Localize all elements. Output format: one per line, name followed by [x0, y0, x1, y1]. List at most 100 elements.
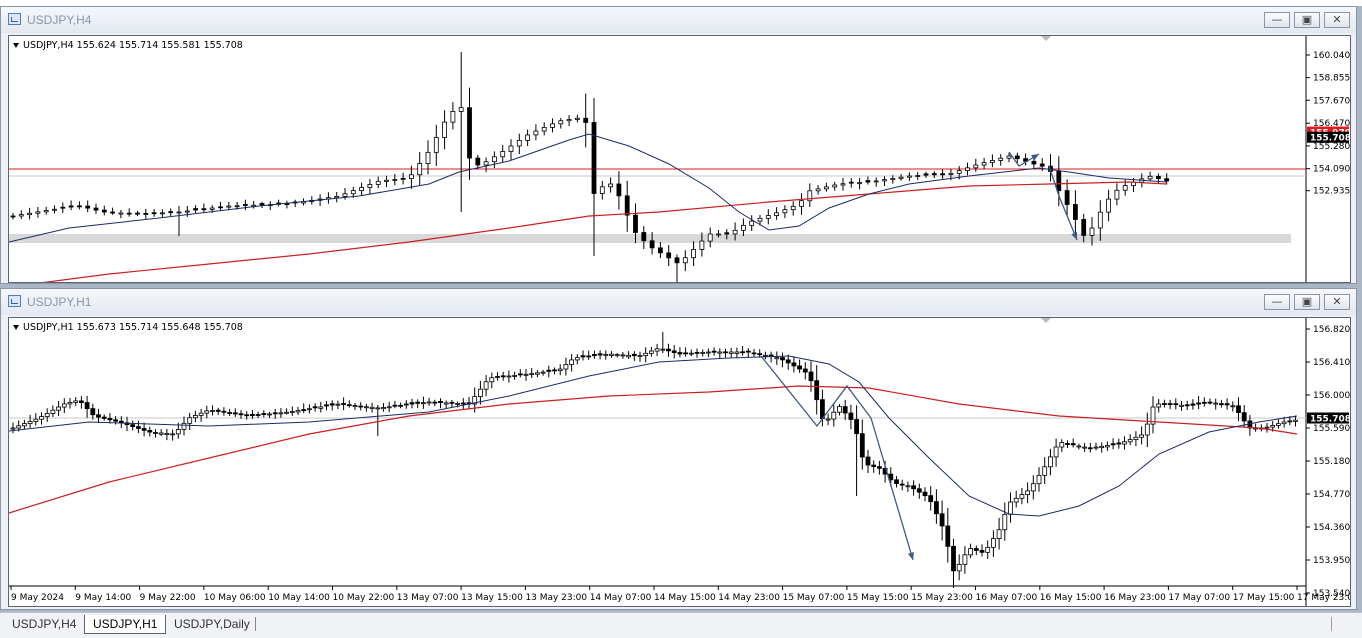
- candle-body: [341, 403, 347, 405]
- candle-body: [508, 145, 514, 152]
- candle-body: [1025, 490, 1030, 496]
- candle-body: [143, 212, 149, 215]
- tab-usdjpy-h4[interactable]: USDJPY,H4: [12, 617, 77, 631]
- maximize-button[interactable]: ▣: [1294, 294, 1320, 310]
- candle-body: [586, 355, 592, 358]
- candle-body: [1139, 434, 1144, 438]
- candle-body: [1082, 446, 1087, 449]
- candle-body: [682, 257, 688, 264]
- window-titlebar[interactable]: USDJPY,H4 — ▣ ✕: [1, 7, 1356, 33]
- candle-body: [187, 417, 193, 424]
- candle-body: [741, 224, 746, 231]
- candle-body: [289, 411, 295, 413]
- candle-body: [392, 179, 398, 181]
- support-zone-rect: [9, 234, 1291, 243]
- candle-body: [346, 404, 352, 407]
- candle-body: [1207, 401, 1213, 404]
- time-tick-label: 13 May 23:00: [525, 593, 587, 603]
- candle-body: [234, 205, 240, 208]
- dropdown-triangle-icon[interactable]: [13, 325, 19, 330]
- close-icon: ✕: [1332, 295, 1342, 308]
- candle-body: [359, 187, 365, 192]
- candle-body: [985, 546, 991, 553]
- candle-body: [318, 406, 324, 409]
- candle-body: [691, 248, 696, 259]
- close-icon: ✕: [1332, 13, 1342, 26]
- candle-body: [443, 402, 449, 405]
- candle-body: [1276, 423, 1281, 426]
- candle-body: [529, 373, 535, 376]
- candlestick-chart[interactable]: 160.040 158.855 157.670 156.470 155.280 154.0…: [9, 36, 1350, 282]
- candle-body: [350, 190, 356, 195]
- price-tag-label: 155.708: [1310, 134, 1350, 144]
- candle-body: [633, 214, 638, 233]
- candle-body: [159, 212, 165, 215]
- price-chart[interactable]: 156.820 156.410 156.000 155.590 155.180 154.7…: [8, 317, 1351, 607]
- time-tick-label: 9 May 2024: [11, 593, 64, 603]
- candle-body: [740, 351, 745, 354]
- time-tick-label: 14 May 15:00: [654, 593, 716, 603]
- chart-window-h4[interactable]: USDJPY,H4 — ▣ ✕ 160.040 158.855 157.670 156…: [0, 6, 1357, 284]
- candle-body: [500, 375, 506, 378]
- candle-body: [558, 120, 564, 125]
- dropdown-triangle-icon[interactable]: [13, 43, 19, 48]
- candle-body: [956, 170, 962, 174]
- candle-body: [272, 412, 278, 415]
- candle-body: [398, 404, 404, 407]
- tab-usdjpy-daily[interactable]: USDJPY,Daily: [174, 617, 250, 631]
- candle-body: [998, 157, 1004, 161]
- candle-body: [797, 365, 802, 370]
- price-tick-label: 153.950: [1313, 556, 1350, 566]
- minimize-button[interactable]: —: [1264, 294, 1290, 310]
- chart-shift-marker: [1041, 36, 1051, 41]
- candle-body: [77, 205, 82, 208]
- window-title: USDJPY,H1: [27, 295, 92, 309]
- candle-body: [204, 410, 210, 414]
- tab-usdjpy-h1[interactable]: USDJPY,H1: [84, 615, 167, 634]
- price-tick-label: 154.360: [1313, 523, 1350, 533]
- candle-body: [523, 373, 529, 376]
- price-tag-label: 155.708: [1310, 415, 1350, 425]
- candle-body: [517, 373, 523, 376]
- time-tick-label: 14 May 23:00: [718, 593, 780, 603]
- candle-body: [417, 163, 423, 176]
- candle-body: [1287, 420, 1293, 423]
- candle-body: [931, 173, 937, 176]
- candle-body: [732, 229, 738, 235]
- candle-body: [1053, 446, 1059, 458]
- candle-body: [1081, 219, 1087, 236]
- candle-body: [21, 423, 27, 427]
- maximize-button[interactable]: ▣: [1294, 12, 1320, 28]
- candlestick-chart[interactable]: 156.820 156.410 156.000 155.590 155.180 154.7…: [9, 318, 1350, 606]
- chart-window-h1[interactable]: USDJPY,H1 — ▣ ✕ 156.820 156.410 156.000 155…: [0, 288, 1357, 610]
- candle-body: [1162, 403, 1167, 405]
- candle-body: [363, 406, 369, 409]
- candle-body: [113, 419, 118, 422]
- window-titlebar[interactable]: USDJPY,H1 — ▣ ✕: [1, 289, 1356, 315]
- candle-body: [33, 418, 39, 422]
- candle-body: [865, 180, 871, 183]
- candle-body: [458, 107, 464, 112]
- candle-body: [873, 180, 879, 183]
- candle-body: [68, 205, 74, 208]
- candle-body: [1230, 405, 1236, 408]
- tabbar-scroll[interactable]: [1331, 617, 1344, 631]
- close-button[interactable]: ✕: [1324, 294, 1350, 310]
- candle-body: [540, 371, 546, 374]
- minimize-button[interactable]: —: [1264, 12, 1290, 28]
- candle-body: [44, 413, 50, 417]
- candle-body: [1190, 403, 1196, 406]
- candle-body: [1133, 436, 1139, 440]
- candle-body: [782, 209, 788, 214]
- candle-body: [386, 406, 392, 409]
- candle-body: [894, 479, 899, 484]
- close-button[interactable]: ✕: [1324, 12, 1350, 28]
- candle-body: [400, 177, 406, 180]
- candle-body: [1184, 404, 1190, 407]
- candle-body: [541, 127, 547, 132]
- candle-body: [1156, 175, 1161, 180]
- candle-body: [158, 432, 164, 435]
- price-chart[interactable]: 160.040 158.855 157.670 156.470 155.280 154.0…: [8, 35, 1351, 283]
- candle-body: [724, 232, 730, 235]
- candle-body: [93, 207, 99, 211]
